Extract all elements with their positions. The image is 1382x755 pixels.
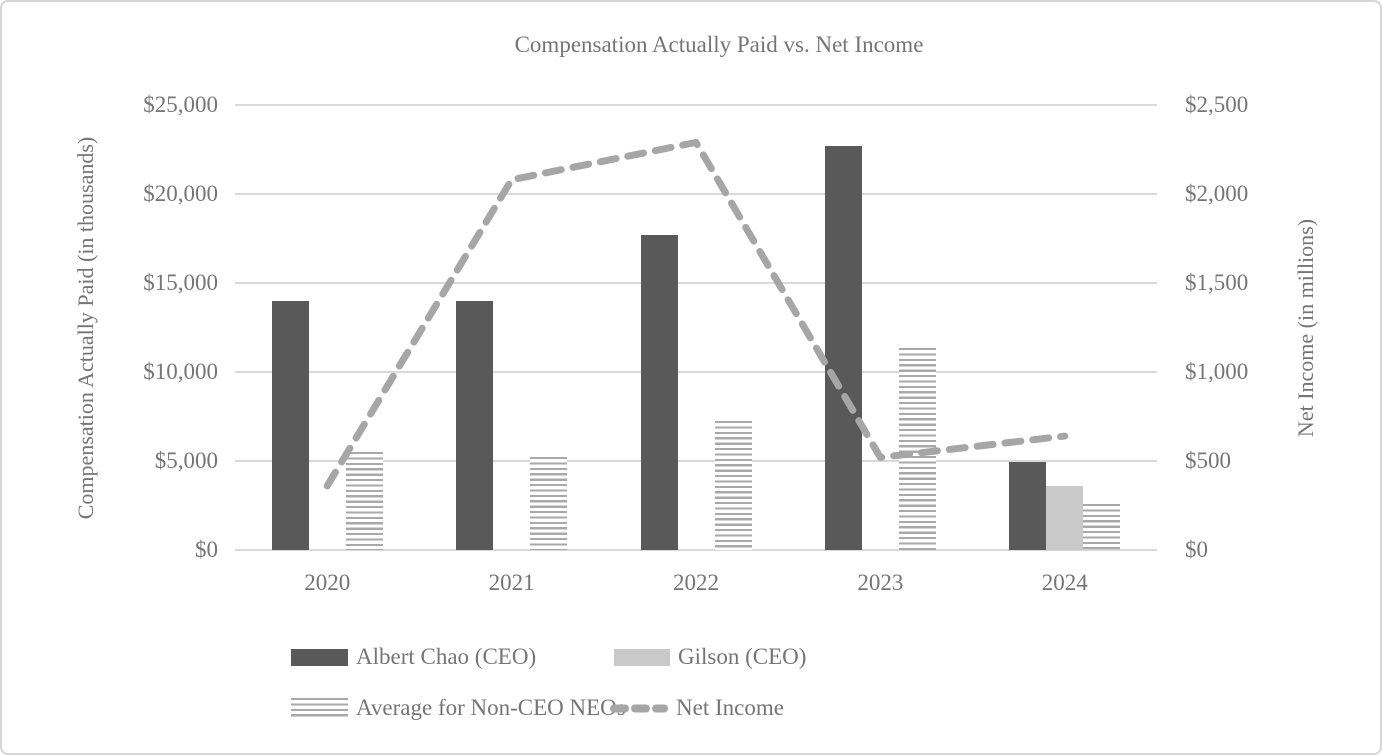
- bar-gilson-ceo-2024: [1046, 486, 1084, 550]
- bar-albert-chao-ceo-2020: [271, 300, 309, 550]
- legend-item-albert-chao: Albert Chao (CEO): [291, 644, 536, 670]
- left-axis-tick-label: $0: [195, 537, 218, 562]
- bar-average-for-non-ceo-neos-2021: [530, 457, 568, 550]
- x-axis-label: 2024: [1041, 570, 1088, 595]
- right-axis-tick-label: $2,500: [1185, 92, 1249, 117]
- legend-item-gilson: Gilson (CEO): [614, 644, 806, 670]
- legend-label-albert-chao: Albert Chao (CEO): [356, 644, 537, 669]
- chart-title: Compensation Actually Paid vs. Net Incom…: [514, 32, 924, 57]
- right-axis-tick-label: $0: [1185, 537, 1208, 562]
- x-axis-label: 2021: [488, 570, 535, 595]
- legend-label-gilson: Gilson (CEO): [678, 644, 807, 669]
- x-axis-label: 2022: [673, 570, 719, 595]
- legend-swatch-albert-chao-icon: [291, 648, 348, 666]
- bar-average-for-non-ceo-neos-2023: [898, 347, 936, 550]
- bar-albert-chao-ceo-2023: [824, 145, 862, 550]
- bar-albert-chao-ceo-2022: [640, 234, 678, 550]
- gridline: [235, 104, 1157, 106]
- x-axis-label: 2020: [304, 570, 351, 595]
- left-axis-tick-label: $5,000: [154, 448, 218, 473]
- right-axis-tick-label: $1,000: [1185, 359, 1249, 384]
- legend-item-non-ceo-neos: Average for Non-CEO NEOs: [291, 695, 626, 721]
- right-axis-tick-label: $500: [1185, 448, 1231, 473]
- legend-swatch-gilson-icon: [614, 648, 670, 666]
- gridline: [235, 282, 1157, 284]
- left-axis-tick-label: $10,000: [143, 359, 218, 384]
- legend-item-net-income: Net Income: [608, 695, 784, 721]
- bar-average-for-non-ceo-neos-2020: [345, 452, 383, 550]
- left-axis-tick-label: $15,000: [143, 270, 218, 295]
- right-axis-tick-label: $2,000: [1185, 181, 1249, 206]
- bar-albert-chao-ceo-2024: [1009, 461, 1047, 550]
- left-axis-tick-label: $25,000: [143, 92, 218, 117]
- bar-average-for-non-ceo-neos-2024: [1083, 503, 1121, 550]
- gridline: [235, 193, 1157, 195]
- right-axis-tick-label: $1,500: [1185, 270, 1249, 295]
- legend-label-non-ceo-neos: Average for Non-CEO NEOs: [356, 695, 626, 720]
- bar-albert-chao-ceo-2021: [456, 300, 494, 550]
- gridline: [235, 371, 1157, 373]
- legend-swatch-net-income-icon: [608, 698, 668, 719]
- left-axis-tick-label: $20,000: [143, 181, 218, 206]
- legend-swatch-non-ceo-neos-icon: [291, 697, 348, 719]
- legend-label-net-income: Net Income: [676, 695, 784, 720]
- x-axis-label: 2023: [857, 570, 904, 595]
- bar-average-for-non-ceo-neos-2022: [714, 420, 752, 550]
- gridline: [235, 549, 1157, 551]
